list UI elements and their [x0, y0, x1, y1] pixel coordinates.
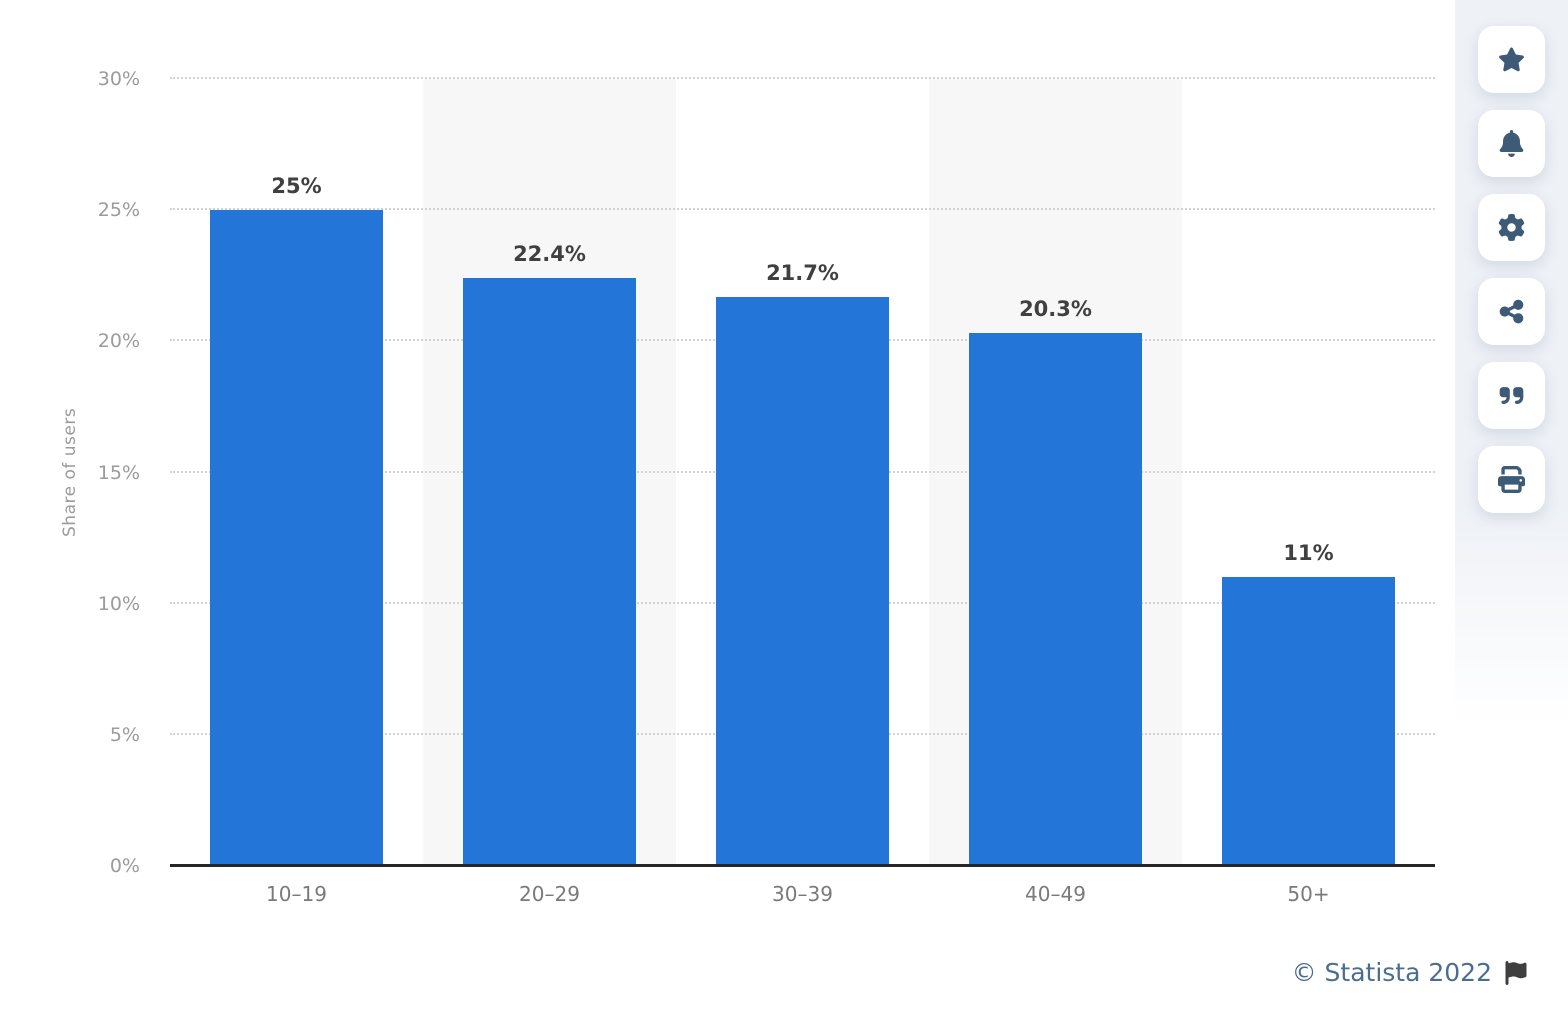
printer-icon — [1498, 466, 1525, 493]
star-icon — [1499, 47, 1524, 72]
y-tick-label: 10% — [97, 592, 140, 615]
share-button[interactable] — [1478, 278, 1545, 345]
bar — [716, 296, 889, 866]
settings-button[interactable] — [1478, 194, 1545, 261]
x-category-label: 40–49 — [1025, 882, 1086, 906]
bar-value-label: 11% — [1283, 541, 1334, 566]
gridline — [170, 208, 1435, 211]
x-category-label: 30–39 — [772, 882, 833, 906]
plot-area: 25% 22.4% 21.7% 20.3% 11% — [170, 77, 1435, 866]
y-tick-label: 5% — [109, 723, 140, 746]
notifications-button[interactable] — [1478, 110, 1545, 177]
gridline — [170, 77, 1435, 79]
bar-value-label: 20.3% — [1019, 297, 1092, 322]
bar-value-label: 25% — [271, 174, 322, 199]
cite-button[interactable] — [1478, 362, 1545, 429]
bell-icon — [1499, 130, 1524, 157]
y-tick-label: 30% — [97, 68, 140, 90]
y-tick-label: 25% — [97, 199, 140, 222]
y-axis: 0% 5% 10% 15% 20% 25% 30% — [0, 68, 140, 877]
bar — [1222, 577, 1395, 866]
bar — [210, 210, 383, 866]
statista-credit-link[interactable]: © Statista 2022 — [1291, 958, 1492, 987]
quote-icon — [1499, 387, 1524, 404]
bar-value-label: 21.7% — [766, 260, 839, 285]
chart-toolbar — [1455, 0, 1568, 1010]
x-category-label: 50+ — [1287, 882, 1330, 906]
x-axis-line — [170, 864, 1435, 867]
flag-icon — [1505, 960, 1527, 985]
footer-credit: © Statista 2022 — [1292, 958, 1528, 987]
share-icon — [1499, 299, 1524, 324]
bar — [969, 333, 1142, 866]
print-button[interactable] — [1478, 446, 1545, 513]
x-category-label: 20–29 — [519, 882, 580, 906]
x-category-label: 10–19 — [266, 882, 327, 906]
report-button[interactable] — [1504, 960, 1528, 985]
bar — [463, 278, 636, 866]
y-tick-label: 15% — [97, 461, 140, 484]
bar-value-label: 22.4% — [513, 242, 586, 267]
y-tick-label: 20% — [97, 330, 140, 353]
gear-icon — [1498, 214, 1525, 241]
x-axis: 10–19 20–29 30–39 40–49 50+ — [170, 882, 1435, 906]
y-tick-label: 0% — [109, 855, 140, 877]
favorite-button[interactable] — [1478, 26, 1545, 93]
